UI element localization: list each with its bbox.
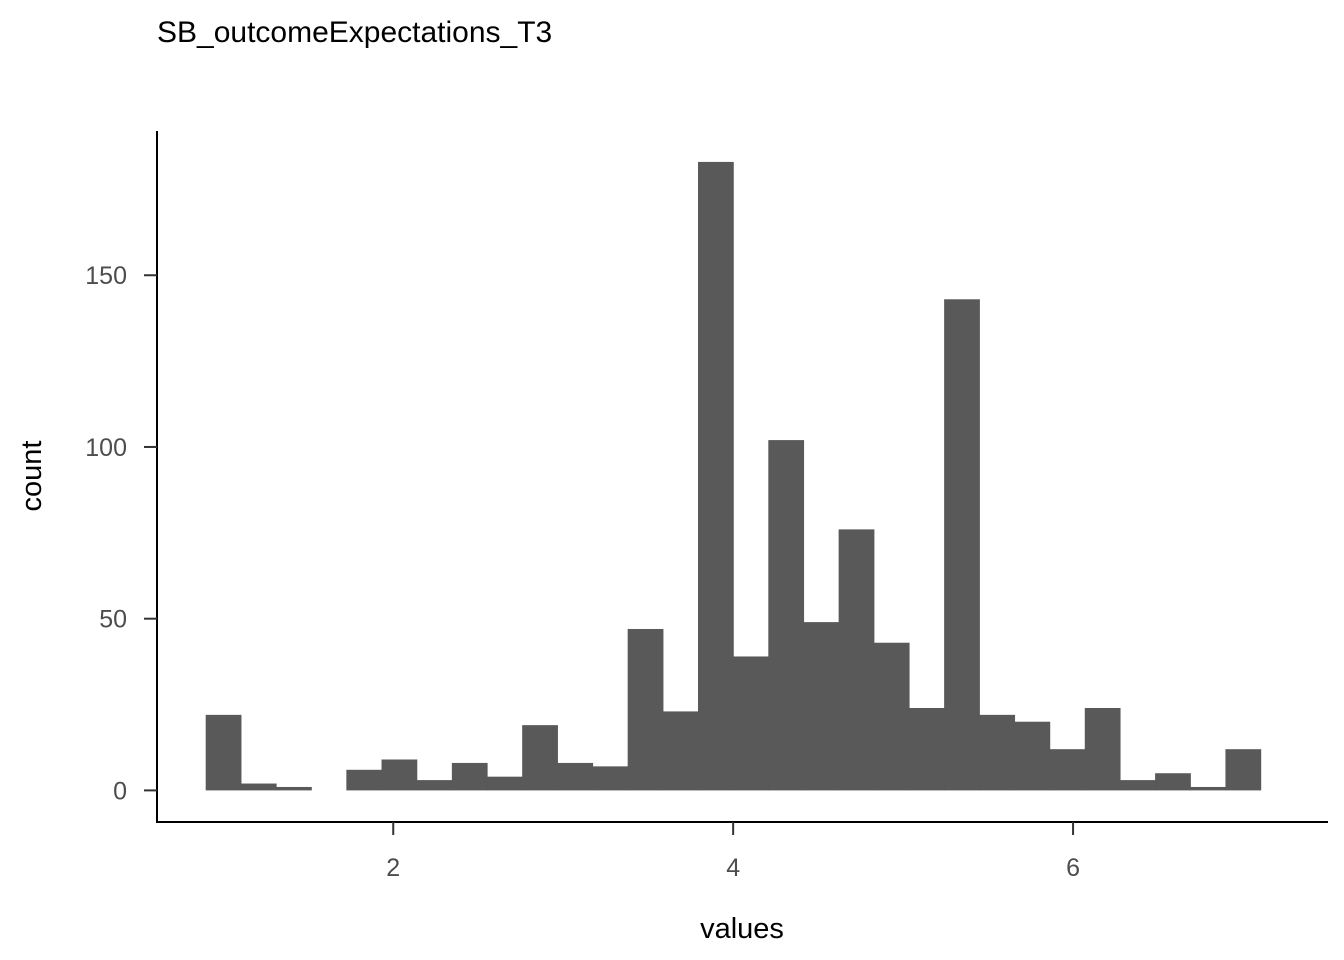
histogram-bar-16 <box>768 440 805 791</box>
histogram-bar-29 <box>1225 749 1262 791</box>
histogram-bar-26 <box>1119 780 1156 791</box>
histogram-bar-6 <box>416 780 453 791</box>
histogram-bar-27 <box>1155 773 1191 791</box>
histogram-bar-23 <box>1014 721 1051 791</box>
histogram-bar-28 <box>1190 786 1227 791</box>
histogram-bar-4 <box>346 769 383 791</box>
histogram-bar-18 <box>838 529 875 791</box>
chart-title: SB_outcomeExpectations_T3 <box>157 16 552 49</box>
y-axis-title: count <box>16 441 48 512</box>
x-ticks-group: 2 4 6 <box>386 822 1080 882</box>
histogram-bar-12 <box>627 628 664 791</box>
x-tick-label: 4 <box>726 854 740 882</box>
histogram-bar-24 <box>1049 749 1086 791</box>
histogram-bar-7 <box>451 762 488 791</box>
x-tick-label: 6 <box>1066 854 1080 882</box>
histogram-bar-19 <box>873 642 910 791</box>
histogram-bar-9 <box>522 725 558 791</box>
histogram-bar-8 <box>487 776 523 791</box>
histogram-bar-5 <box>381 759 418 791</box>
y-tick-label: 150 <box>85 262 127 290</box>
histogram-bar-0 <box>205 714 242 791</box>
y-tick-label: 0 <box>113 777 127 805</box>
y-ticks-group: 0 50 100 150 <box>85 262 157 805</box>
histogram-bar-21 <box>944 299 980 791</box>
histogram-bar-11 <box>592 766 629 791</box>
bars-group <box>205 161 1262 791</box>
y-tick-label: 100 <box>85 434 127 462</box>
histogram-bar-10 <box>557 762 594 791</box>
histogram-bar-20 <box>908 707 945 791</box>
histogram-bar-2 <box>276 786 312 791</box>
y-tick-label: 50 <box>99 606 127 634</box>
histogram-bar-25 <box>1084 707 1121 791</box>
histogram-bar-15 <box>733 656 769 791</box>
histogram-bar-1 <box>240 783 277 791</box>
x-axis-title: values <box>700 913 784 945</box>
histogram-bar-13 <box>662 711 699 791</box>
x-tick-label: 2 <box>386 854 400 882</box>
histogram-bar-14 <box>697 161 734 791</box>
histogram-bar-17 <box>803 622 840 791</box>
histogram-bar-22 <box>979 714 1016 791</box>
